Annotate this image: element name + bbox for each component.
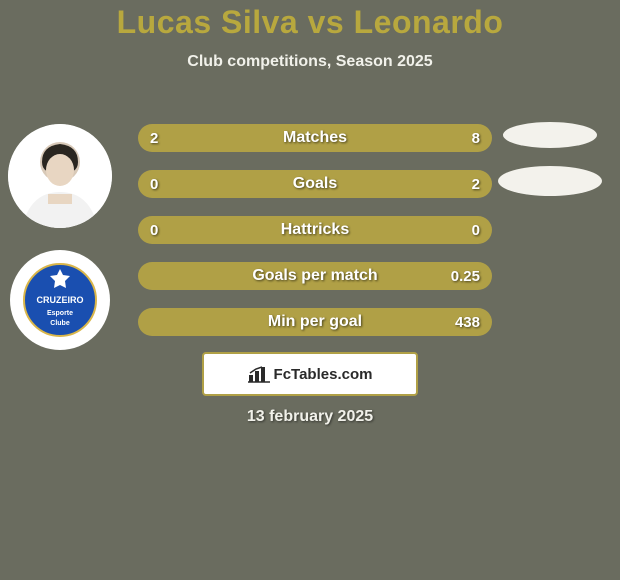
- stat-label: Hattricks: [138, 216, 492, 244]
- stat-bar-matches: Matches2 8: [138, 124, 492, 152]
- stat-value-right: 438: [443, 308, 492, 336]
- stat-value-left: 0: [138, 216, 170, 244]
- bar-chart-icon: [248, 365, 270, 383]
- right-ovals: [498, 122, 602, 196]
- stat-value-right: 0: [460, 216, 492, 244]
- stat-bar-goals: Goals0 2: [138, 170, 492, 198]
- date-text: 13 february 2025: [0, 408, 620, 426]
- shield-icon: CRUZEIRO Esporte Clube: [23, 263, 97, 337]
- svg-text:Esporte: Esporte: [47, 310, 73, 317]
- stat-bar-hattricks: Hattricks0 0: [138, 216, 492, 244]
- right-oval-1: [498, 166, 602, 196]
- footer-attribution: FcTables.com: [202, 352, 418, 396]
- stat-label: Matches: [138, 124, 492, 152]
- stat-value-right: 8: [460, 124, 492, 152]
- stat-value-left: 0: [138, 170, 170, 198]
- stat-value-right: 2: [460, 170, 492, 198]
- club-badge-inner: CRUZEIRO Esporte Clube: [23, 263, 97, 337]
- stat-bar-goals-per-match: Goals per match0.25: [138, 262, 492, 290]
- stat-value-left: [138, 262, 162, 290]
- footer-text: FcTables.com: [274, 366, 373, 383]
- stat-value-right: 0.25: [439, 262, 492, 290]
- stat-bars: Matches28Goals02Hattricks00Goals per mat…: [138, 124, 492, 336]
- club-badge: CRUZEIRO Esporte Clube: [10, 250, 110, 350]
- player-avatar: [8, 124, 112, 228]
- stat-label: Min per goal: [138, 308, 492, 336]
- svg-text:CRUZEIRO: CRUZEIRO: [37, 295, 84, 305]
- right-oval-0: [503, 122, 597, 148]
- left-avatars: CRUZEIRO Esporte Clube: [8, 124, 112, 350]
- comparison-infographic: Lucas Silva vs Leonardo Club competition…: [0, 0, 620, 580]
- svg-text:Clube: Clube: [50, 320, 70, 327]
- person-icon: [8, 124, 112, 228]
- stat-value-left: [138, 308, 162, 336]
- stat-label: Goals: [138, 170, 492, 198]
- stat-bar-min-per-goal: Min per goal438: [138, 308, 492, 336]
- stat-value-left: 2: [138, 124, 170, 152]
- page-title: Lucas Silva vs Leonardo: [0, 0, 620, 41]
- subtitle: Club competitions, Season 2025: [0, 53, 620, 71]
